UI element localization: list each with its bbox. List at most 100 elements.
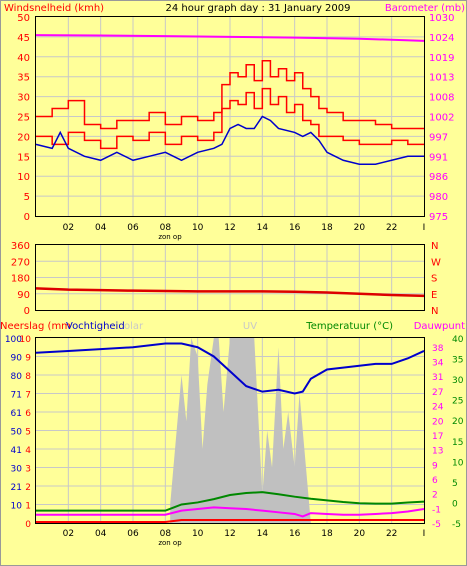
precipitation-y-tick-label: 1 <box>25 502 31 512</box>
x-tick-label: 14 <box>257 223 269 233</box>
barometer-y-tick-label: 975 <box>429 212 448 223</box>
precipitation-y-tick-label: 6 <box>25 409 31 419</box>
x-tick-label: 08 <box>160 223 172 233</box>
barometer-y-tick-label: 1008 <box>429 93 454 104</box>
wind-y-tick-label: 25 <box>17 113 30 124</box>
x-tick-label: 22 <box>386 529 397 539</box>
dewpoint-y-tick-label: 6 <box>432 476 438 486</box>
barometer-y-tick-label: 1002 <box>429 113 454 124</box>
x-tick-label: 20 <box>354 223 366 233</box>
wind-y-tick-label: 40 <box>17 53 30 64</box>
dewpoint-y-tick-label: 34 <box>432 359 444 369</box>
panel-3-y-tick-labels: 102130415061718090100012345678910-5-1269… <box>5 335 464 530</box>
x-tick-label: 22 <box>386 223 397 233</box>
sunrise-label-1: zon op <box>158 233 182 241</box>
temperature-y-tick-label: 0 <box>452 499 458 509</box>
direction-y-tick-label: 270 <box>11 257 30 268</box>
dewpoint-y-tick-label: 2 <box>432 491 438 501</box>
temperature-label: Temperatuur (°C) <box>305 321 393 332</box>
precipitation-y-tick-label: 8 <box>25 372 31 382</box>
x-tick-label: 06 <box>127 529 139 539</box>
panel-2-series <box>35 287 425 298</box>
temperature-y-tick-label: 40 <box>452 335 464 345</box>
barometer-y-tick-label: 997 <box>429 132 448 143</box>
wind-y-tick-label: 50 <box>17 13 30 24</box>
wind-direction-line <box>35 287 425 298</box>
x-tick-label: 16 <box>289 529 301 539</box>
barometer-y-tick-label: 980 <box>429 192 448 203</box>
sunrise-label-3: zon op <box>158 539 182 547</box>
direction-y-tick-label: 90 <box>17 290 30 301</box>
wind-y-tick-label: 30 <box>17 93 30 104</box>
wind-y-tick-label: 15 <box>17 152 30 163</box>
precipitation-y-tick-label: 4 <box>25 446 31 456</box>
panel-1-y-tick-labels: 0 5 10 15 20 25 30 35 40 45 50 975 980 986 991 997 1002 1… <box>17 13 454 223</box>
x-tick-label: 12 <box>224 223 235 233</box>
wind-y-tick-label: 5 <box>24 192 30 203</box>
chart-title: 24 hour graph day : 31 January 2009 <box>166 3 351 14</box>
dewpoint-y-tick-label: 9 <box>432 461 438 471</box>
dewpoint-y-tick-label: -1 <box>432 505 441 515</box>
dewpoint-y-tick-label: 24 <box>432 403 444 413</box>
humidity-y-tick-label: 10 <box>11 502 23 512</box>
temperature-y-tick-label: 30 <box>452 376 464 386</box>
x-tick-label: 20 <box>354 529 366 539</box>
direction-y-tick-label: 360 <box>11 241 30 252</box>
x-tick-label: 12 <box>224 529 235 539</box>
precipitation-y-tick-label: 0 <box>25 520 31 530</box>
x-tick-label: 02 <box>63 223 74 233</box>
dewpoint-y-tick-label: 27 <box>432 388 443 398</box>
wind-gust-line <box>36 60 424 130</box>
precipitation-y-tick-label: 9 <box>25 354 31 364</box>
wind-gust-low-line <box>36 87 424 150</box>
barometer-label: Barometer (mb) <box>385 3 465 14</box>
compass-tick-label: E <box>431 290 437 301</box>
wind-speed-label: Windsnelheid (kmh) <box>4 3 104 14</box>
wind-y-tick-label: 10 <box>17 172 30 183</box>
wind-barometer-panel: Windsnelheid (kmh) 24 hour graph day : 3… <box>4 3 465 241</box>
direction-y-tick-label: 0 <box>24 306 30 317</box>
x-tick-label: 18 <box>321 529 333 539</box>
wind-y-tick-label: 0 <box>24 212 30 223</box>
solar-area <box>170 338 311 523</box>
barometer-line <box>35 34 425 42</box>
precipitation-y-tick-label: 2 <box>25 483 31 493</box>
panel-3-series <box>35 338 425 523</box>
temperature-y-tick-label: 5 <box>452 479 458 489</box>
temperature-y-tick-label: 25 <box>452 397 463 407</box>
wind-y-tick-label: 35 <box>17 73 30 84</box>
compass-tick-label: S <box>431 274 437 285</box>
panel-3-x-tick-labels: 02 04 06 08 10 12 14 16 18 20 22 I <box>63 529 426 539</box>
x-tick-label: I <box>423 529 426 539</box>
dewpoint-y-tick-label: -5 <box>432 520 441 530</box>
barometer-y-tick-label: 991 <box>429 152 448 163</box>
x-tick-label: 02 <box>63 529 74 539</box>
precipitation-label: Neerslag (mm <box>0 321 71 332</box>
dewpoint-y-tick-label: 38 <box>432 344 444 354</box>
barometer-y-tick-label: 1024 <box>429 33 454 44</box>
precipitation-line <box>36 519 424 523</box>
barometer-y-tick-label: 1030 <box>429 13 454 24</box>
x-tick-label: 04 <box>95 223 107 233</box>
barometer-y-tick-label: 986 <box>429 172 448 183</box>
precipitation-y-tick-label: 10 <box>20 335 32 345</box>
x-tick-label: 14 <box>257 529 269 539</box>
humidity-line <box>35 342 425 395</box>
dewpoint-y-tick-label: 13 <box>432 447 443 457</box>
panel-1-series <box>35 34 425 166</box>
precipitation-y-tick-label: 3 <box>25 465 31 475</box>
panel-2-grid <box>36 245 424 310</box>
x-tick-label: 08 <box>160 529 172 539</box>
x-tick-label: 10 <box>192 223 204 233</box>
temperature-y-tick-label: 15 <box>452 438 463 448</box>
direction-y-tick-label: 180 <box>11 274 30 285</box>
humidity-y-tick-label: 30 <box>11 465 23 475</box>
humidity-y-tick-label: 71 <box>11 391 22 401</box>
wind-average-line <box>35 115 424 166</box>
compass-tick-label: W <box>431 257 441 268</box>
barometer-y-tick-label: 1019 <box>429 53 454 64</box>
humidity-y-tick-label: 100 <box>5 335 22 345</box>
dewpoint-line <box>36 506 425 518</box>
temperature-y-tick-label: -5 <box>452 520 461 530</box>
x-tick-label: I <box>423 223 426 233</box>
